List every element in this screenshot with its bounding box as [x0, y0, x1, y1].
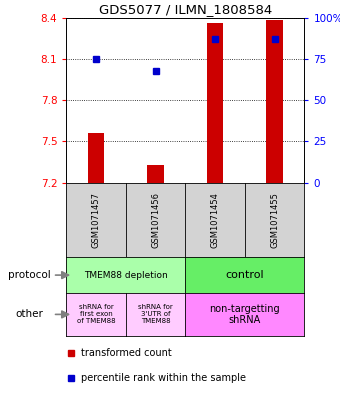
Text: GSM1071455: GSM1071455 [270, 192, 279, 248]
Text: transformed count: transformed count [81, 348, 171, 358]
Title: GDS5077 / ILMN_1808584: GDS5077 / ILMN_1808584 [99, 4, 272, 17]
Text: TMEM88 depletion: TMEM88 depletion [84, 271, 168, 279]
Bar [147, 165, 164, 183]
Text: GSM1071456: GSM1071456 [151, 192, 160, 248]
Text: protocol: protocol [7, 270, 50, 280]
Text: non-targetting
shRNA: non-targetting shRNA [209, 304, 280, 325]
Bar [88, 133, 104, 183]
Text: GSM1071454: GSM1071454 [210, 192, 220, 248]
Text: other: other [15, 309, 43, 320]
Text: GSM1071457: GSM1071457 [91, 192, 101, 248]
Text: percentile rank within the sample: percentile rank within the sample [81, 373, 245, 383]
Text: shRNA for
3'UTR of
TMEM88: shRNA for 3'UTR of TMEM88 [138, 305, 173, 324]
Text: control: control [225, 270, 264, 280]
Bar [207, 23, 223, 183]
Text: shRNA for
first exon
of TMEM88: shRNA for first exon of TMEM88 [77, 305, 115, 324]
Bar [266, 20, 283, 183]
